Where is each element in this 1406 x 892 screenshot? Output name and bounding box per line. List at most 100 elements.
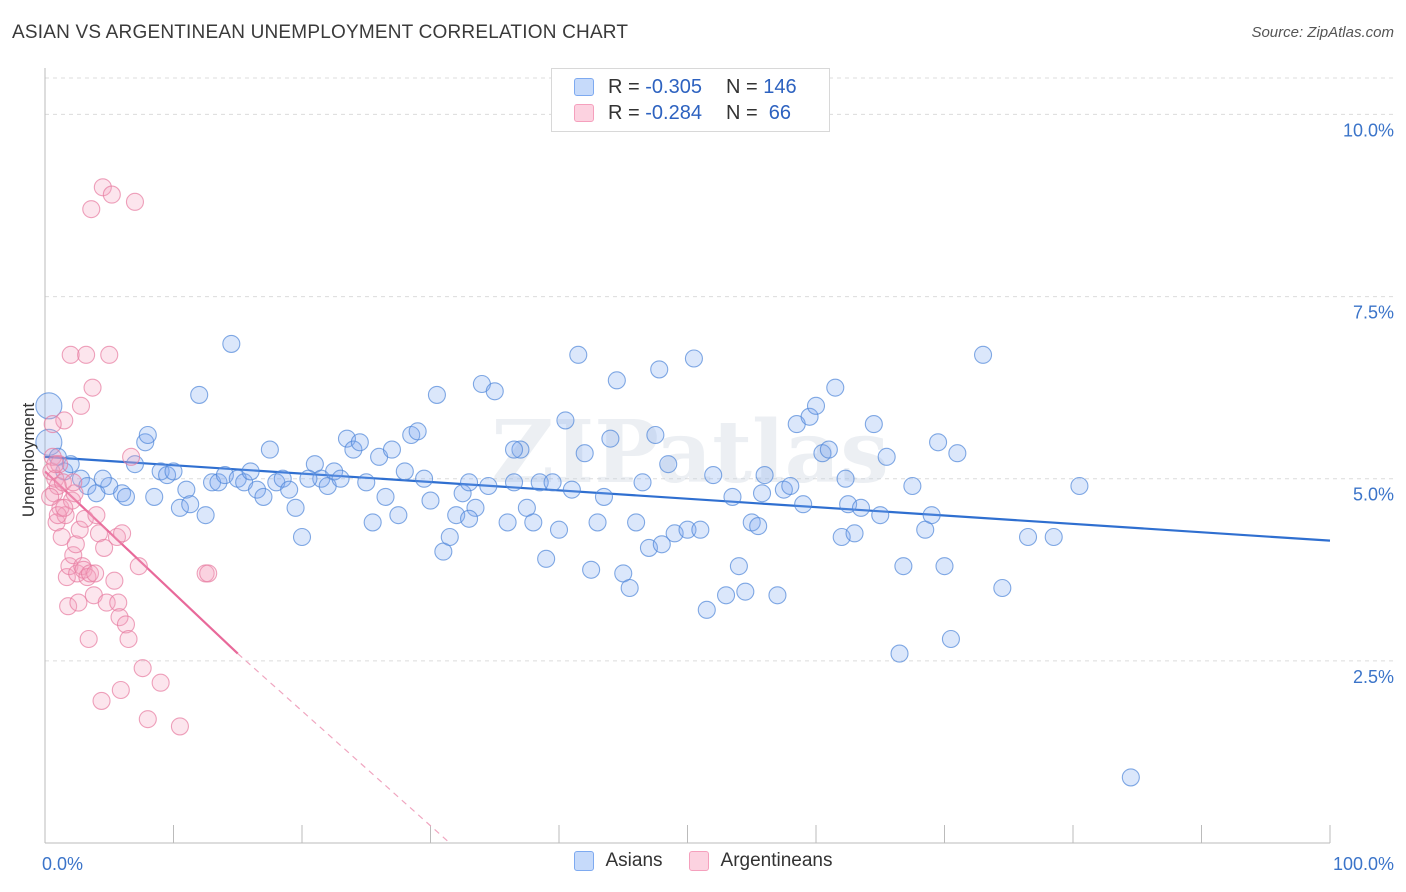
- data-point: [110, 608, 129, 627]
- data-point: [1018, 527, 1038, 547]
- data-point: [948, 444, 967, 463]
- data-point: [633, 473, 652, 492]
- data-point: [55, 498, 74, 517]
- data-point: [64, 473, 83, 492]
- legend-r-value: -0.305: [645, 75, 702, 98]
- data-point: [826, 378, 845, 397]
- y-tick-label: 7.5%: [1353, 303, 1394, 323]
- data-point: [459, 473, 479, 492]
- data-point: [299, 469, 318, 488]
- data-point: [562, 480, 581, 499]
- y-tick-label: 2.5%: [1353, 667, 1394, 687]
- data-point: [659, 455, 678, 474]
- data-point: [292, 527, 312, 547]
- data-point: [485, 382, 504, 401]
- data-point: [903, 476, 922, 496]
- data-point: [70, 520, 89, 539]
- data-point: [116, 615, 136, 634]
- data-point: [59, 597, 78, 616]
- data-point: [941, 629, 960, 649]
- data-point: [82, 200, 101, 219]
- data-point: [260, 440, 279, 459]
- data-point: [691, 520, 710, 539]
- data-point: [504, 473, 524, 492]
- data-point: [71, 396, 91, 415]
- data-point: [755, 466, 774, 485]
- data-point: [48, 506, 67, 525]
- data-point: [973, 345, 993, 364]
- data-point: [151, 673, 170, 692]
- data-point: [105, 571, 124, 590]
- data-point: [650, 360, 669, 379]
- data-point: [594, 487, 614, 506]
- data-point: [723, 487, 742, 506]
- legend-row-asians: R = -0.305 N = 146: [574, 74, 797, 100]
- data-point: [427, 385, 446, 404]
- legend-n-value: 146: [763, 75, 797, 98]
- y-tick-label: 10.0%: [1343, 120, 1394, 140]
- data-point: [678, 520, 697, 539]
- data-point: [871, 506, 890, 525]
- data-point: [177, 480, 196, 499]
- data-point: [109, 593, 128, 612]
- data-point: [569, 345, 588, 364]
- legend-n-label: N =: [725, 75, 764, 98]
- data-point: [421, 491, 440, 510]
- data-point: [35, 392, 63, 420]
- data-point: [43, 447, 62, 466]
- data-point: [46, 455, 65, 474]
- data-point: [806, 396, 826, 415]
- data-point: [170, 717, 189, 736]
- legend-r-label: R =: [608, 75, 646, 98]
- legend-item-argentineans: Argentineans: [688, 850, 833, 872]
- data-point: [145, 487, 164, 506]
- data-point: [504, 440, 524, 459]
- data-point: [199, 564, 218, 583]
- data-point: [1121, 768, 1140, 787]
- data-point: [43, 415, 62, 434]
- data-point: [66, 535, 85, 554]
- data-point: [75, 509, 94, 528]
- series-asians: [35, 334, 1140, 787]
- stats-legend: R = -0.305 N = 146 R = -0.284 N = 66: [551, 68, 830, 132]
- data-point: [922, 506, 941, 525]
- data-point: [136, 433, 155, 452]
- data-point: [286, 498, 305, 517]
- legend-row-argentineans: R = -0.284 N = 66: [574, 100, 791, 126]
- data-point: [877, 447, 896, 466]
- data-point: [466, 498, 485, 517]
- data-point: [280, 480, 299, 499]
- legend-r-label: R =: [608, 101, 646, 124]
- data-point: [819, 440, 838, 459]
- data-point: [41, 487, 60, 506]
- data-point: [1070, 476, 1089, 496]
- data-point: [95, 538, 114, 557]
- data-point: [350, 433, 369, 452]
- data-point: [415, 469, 434, 488]
- trend-line-extension: [237, 653, 451, 844]
- data-point: [62, 491, 82, 510]
- data-point: [684, 349, 703, 368]
- data-point: [125, 192, 144, 211]
- data-point: [582, 560, 601, 579]
- data-point: [453, 484, 472, 503]
- data-point: [93, 178, 112, 197]
- trend-lines: [44, 455, 1331, 844]
- grid-lines: [45, 77, 1395, 662]
- axes: [44, 68, 1331, 844]
- data-point: [607, 371, 626, 390]
- data-point: [704, 466, 723, 485]
- data-point: [376, 487, 395, 506]
- data-point: [736, 582, 755, 601]
- data-point: [100, 345, 119, 364]
- data-point: [133, 659, 152, 678]
- data-point: [77, 345, 96, 364]
- data-point: [138, 710, 157, 729]
- data-point: [241, 462, 260, 481]
- data-point: [395, 462, 414, 481]
- data-point: [601, 429, 620, 448]
- data-point: [389, 506, 408, 525]
- legend-label-asians: Asians: [605, 850, 663, 871]
- legend-r-value: -0.284: [645, 101, 702, 124]
